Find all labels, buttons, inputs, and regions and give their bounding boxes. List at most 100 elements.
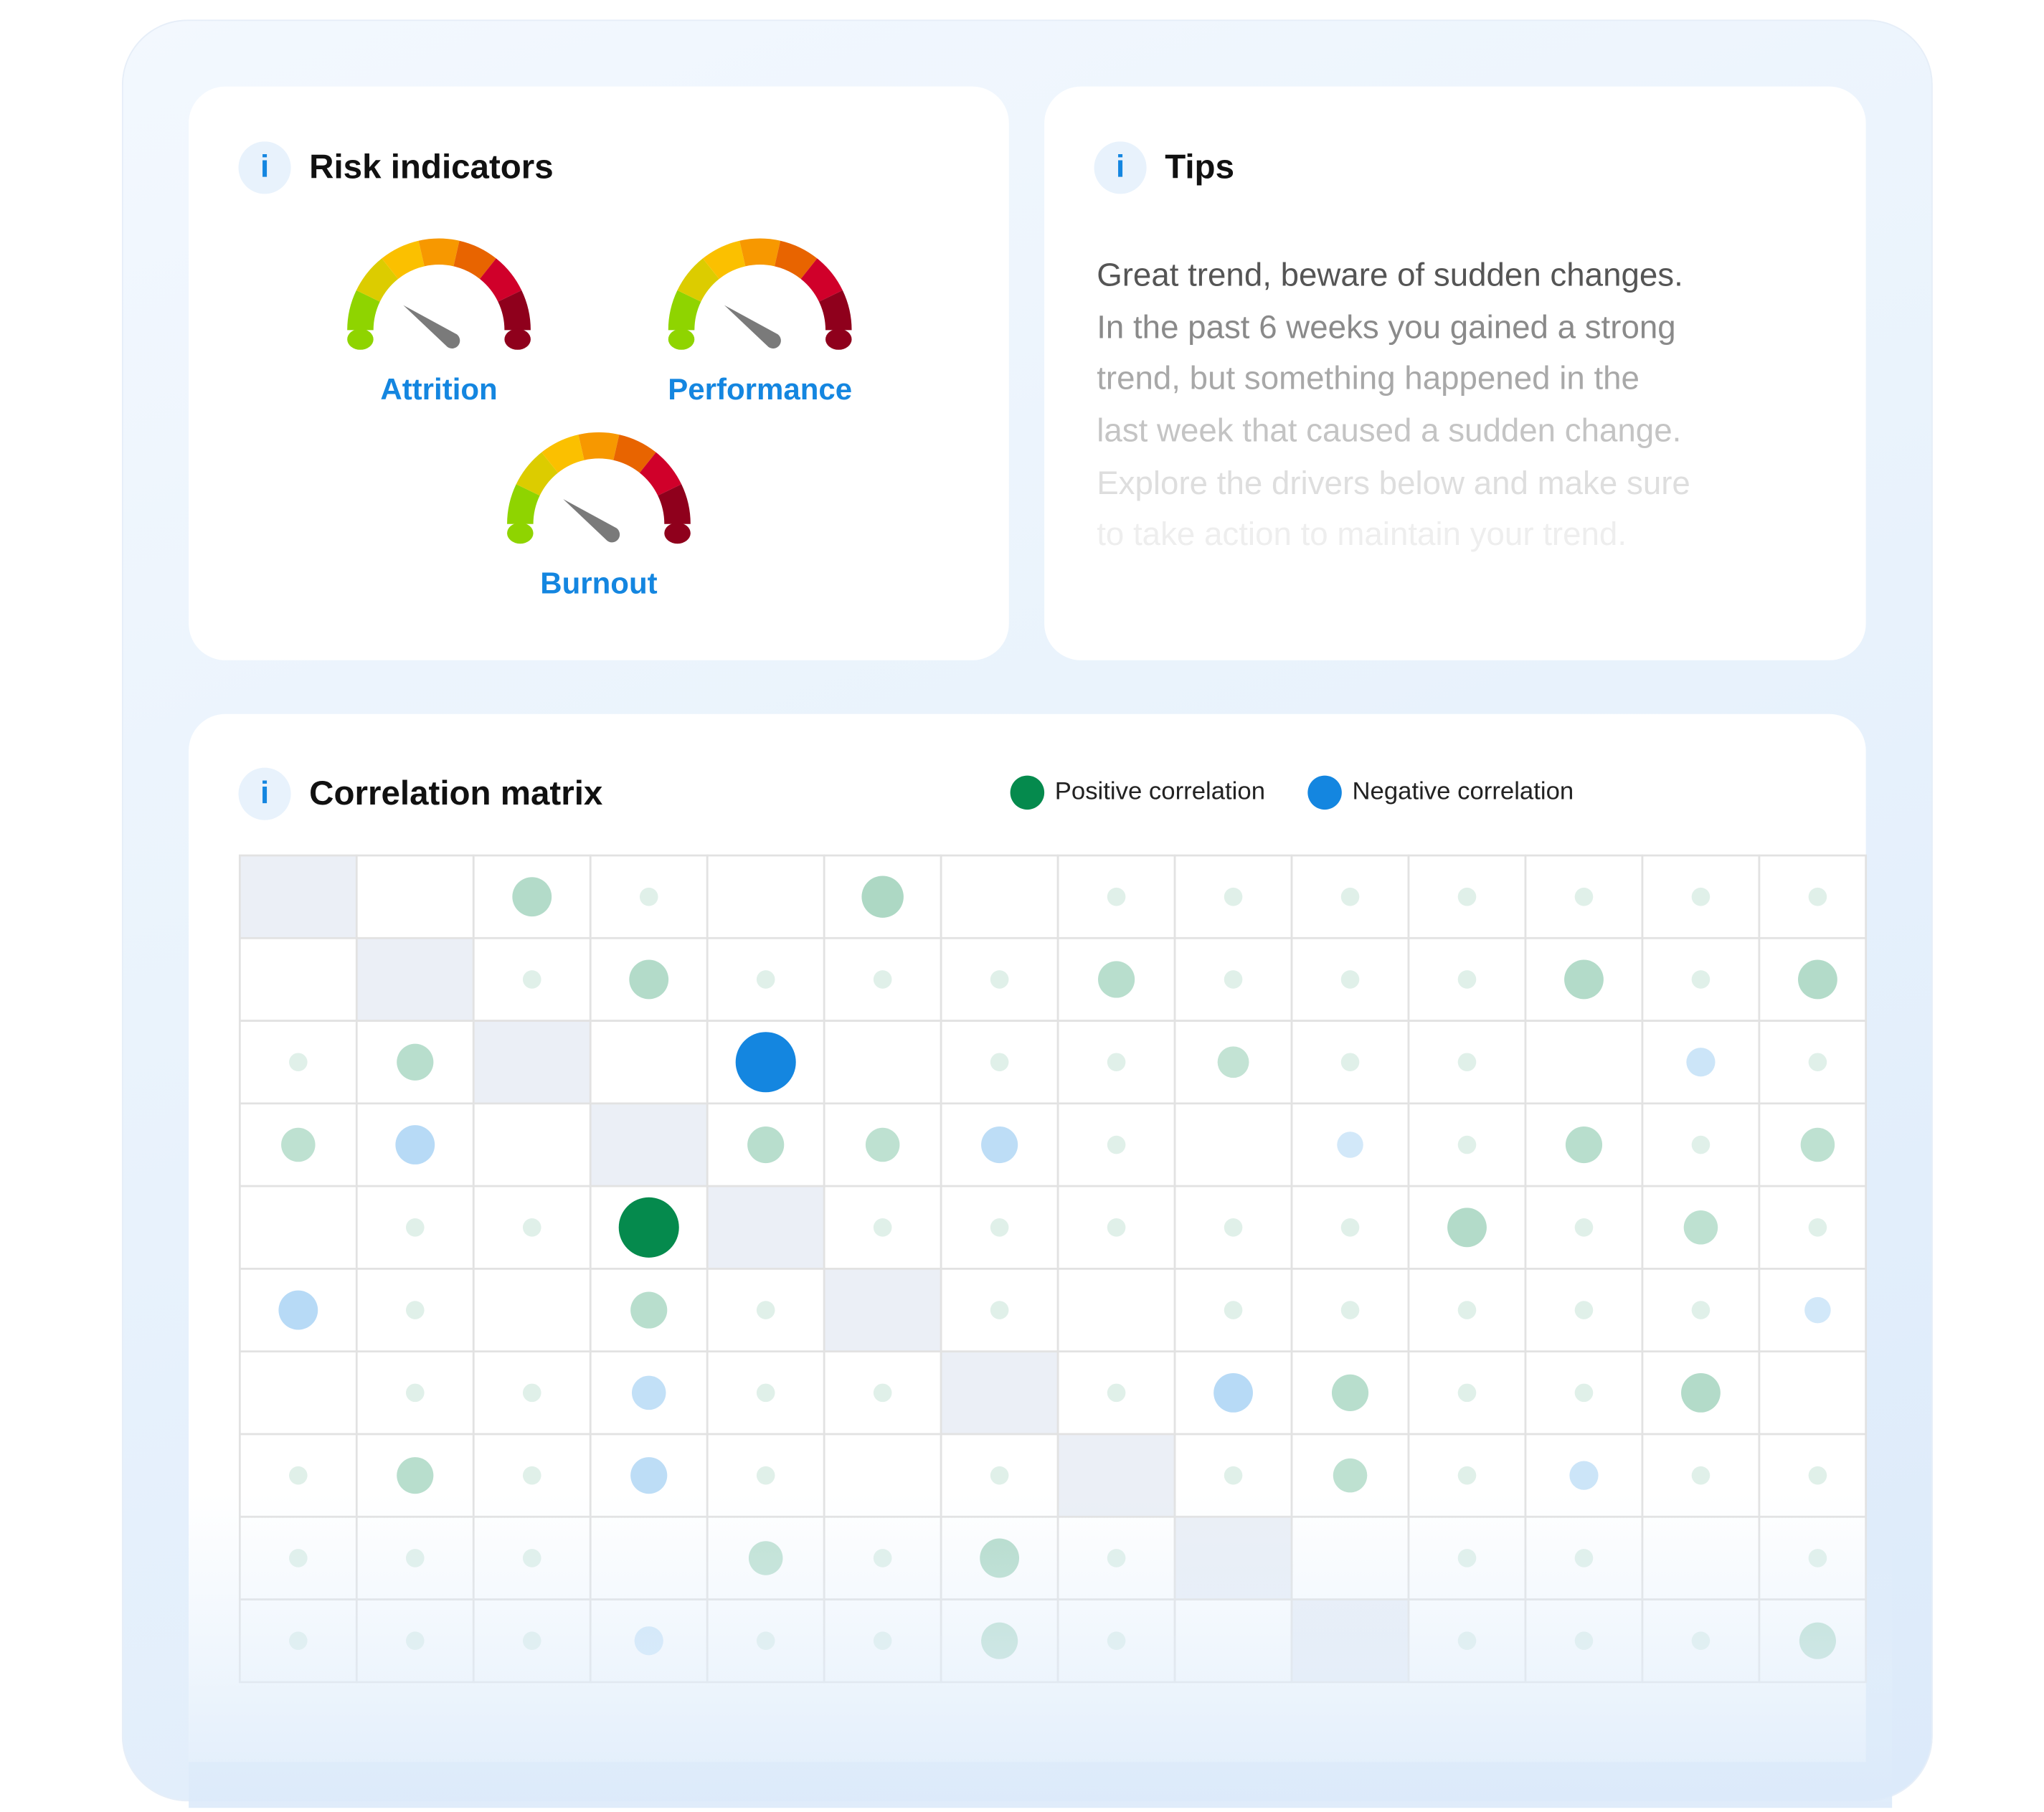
positive-correlation-dot[interactable] bbox=[873, 1218, 892, 1237]
positive-correlation-dot[interactable] bbox=[618, 1197, 679, 1258]
positive-correlation-dot[interactable] bbox=[1457, 1631, 1477, 1651]
positive-correlation-dot[interactable] bbox=[522, 1383, 541, 1403]
positive-correlation-dot[interactable] bbox=[990, 970, 1009, 989]
positive-correlation-dot[interactable] bbox=[522, 1466, 541, 1485]
positive-correlation-dot[interactable] bbox=[1457, 1301, 1477, 1319]
negative-correlation-dot[interactable] bbox=[278, 1290, 318, 1330]
positive-correlation-dot[interactable] bbox=[289, 1549, 308, 1567]
positive-correlation-dot[interactable] bbox=[990, 1218, 1009, 1237]
positive-correlation-dot[interactable] bbox=[1691, 970, 1711, 989]
positive-correlation-dot[interactable] bbox=[861, 876, 904, 918]
positive-correlation-dot[interactable] bbox=[1340, 1301, 1360, 1319]
positive-correlation-dot[interactable] bbox=[1224, 1466, 1243, 1485]
positive-correlation-dot[interactable] bbox=[1224, 887, 1243, 906]
positive-correlation-dot[interactable] bbox=[1808, 1218, 1827, 1237]
positive-correlation-dot[interactable] bbox=[512, 877, 552, 917]
positive-correlation-dot[interactable] bbox=[1808, 887, 1827, 906]
positive-correlation-dot[interactable] bbox=[1447, 1208, 1487, 1248]
positive-correlation-dot[interactable] bbox=[756, 1466, 775, 1485]
positive-correlation-dot[interactable] bbox=[1340, 1053, 1360, 1072]
positive-correlation-dot[interactable] bbox=[1457, 887, 1477, 906]
positive-correlation-dot[interactable] bbox=[1457, 1383, 1477, 1403]
positive-correlation-dot[interactable] bbox=[1217, 1046, 1249, 1078]
positive-correlation-dot[interactable] bbox=[1574, 1301, 1594, 1319]
positive-correlation-dot[interactable] bbox=[756, 1383, 775, 1403]
positive-correlation-dot[interactable] bbox=[629, 959, 669, 1000]
positive-correlation-dot[interactable] bbox=[1107, 1631, 1126, 1651]
negative-correlation-dot[interactable] bbox=[1337, 1132, 1363, 1158]
negative-correlation-dot[interactable] bbox=[1686, 1048, 1716, 1077]
positive-correlation-dot[interactable] bbox=[1457, 1549, 1477, 1567]
positive-correlation-dot[interactable] bbox=[1574, 887, 1594, 906]
positive-correlation-dot[interactable] bbox=[1691, 887, 1711, 906]
positive-correlation-dot[interactable] bbox=[1340, 887, 1360, 906]
info-icon[interactable]: i bbox=[238, 141, 291, 194]
positive-correlation-dot[interactable] bbox=[756, 970, 775, 989]
positive-correlation-dot[interactable] bbox=[1691, 1466, 1711, 1485]
positive-correlation-dot[interactable] bbox=[1340, 970, 1360, 989]
negative-correlation-dot[interactable] bbox=[634, 1626, 663, 1656]
positive-correlation-dot[interactable] bbox=[1107, 1053, 1126, 1072]
negative-correlation-dot[interactable] bbox=[630, 1457, 668, 1494]
positive-correlation-dot[interactable] bbox=[1107, 887, 1126, 906]
negative-correlation-dot[interactable] bbox=[1569, 1461, 1599, 1490]
negative-correlation-dot[interactable] bbox=[395, 1125, 435, 1164]
positive-correlation-dot[interactable] bbox=[1457, 1053, 1477, 1072]
positive-correlation-dot[interactable] bbox=[1798, 959, 1837, 1000]
positive-correlation-dot[interactable] bbox=[289, 1631, 308, 1651]
positive-correlation-dot[interactable] bbox=[406, 1631, 425, 1651]
positive-correlation-dot[interactable] bbox=[1098, 961, 1135, 998]
positive-correlation-dot[interactable] bbox=[1574, 1383, 1594, 1403]
positive-correlation-dot[interactable] bbox=[1457, 1466, 1477, 1485]
positive-correlation-dot[interactable] bbox=[289, 1466, 308, 1485]
positive-correlation-dot[interactable] bbox=[1691, 1135, 1711, 1154]
positive-correlation-dot[interactable] bbox=[1808, 1549, 1827, 1567]
positive-correlation-dot[interactable] bbox=[1224, 970, 1243, 989]
positive-correlation-dot[interactable] bbox=[1331, 1374, 1369, 1411]
positive-correlation-dot[interactable] bbox=[873, 1549, 892, 1567]
info-icon[interactable]: i bbox=[238, 767, 291, 820]
positive-correlation-dot[interactable] bbox=[1565, 1126, 1603, 1164]
positive-correlation-dot[interactable] bbox=[1340, 1218, 1360, 1237]
positive-correlation-dot[interactable] bbox=[1564, 959, 1604, 1000]
positive-correlation-dot[interactable] bbox=[873, 1383, 892, 1403]
positive-correlation-dot[interactable] bbox=[1574, 1631, 1594, 1651]
positive-correlation-dot[interactable] bbox=[1107, 1218, 1126, 1237]
positive-correlation-dot[interactable] bbox=[406, 1218, 425, 1237]
positive-correlation-dot[interactable] bbox=[1457, 970, 1477, 989]
positive-correlation-dot[interactable] bbox=[1574, 1549, 1594, 1567]
positive-correlation-dot[interactable] bbox=[639, 887, 658, 906]
positive-correlation-dot[interactable] bbox=[397, 1043, 434, 1081]
positive-correlation-dot[interactable] bbox=[406, 1549, 425, 1567]
positive-correlation-dot[interactable] bbox=[980, 1538, 1020, 1578]
positive-correlation-dot[interactable] bbox=[1224, 1301, 1243, 1319]
positive-correlation-dot[interactable] bbox=[1691, 1631, 1711, 1651]
positive-correlation-dot[interactable] bbox=[1224, 1218, 1243, 1237]
positive-correlation-dot[interactable] bbox=[1681, 1372, 1721, 1413]
positive-correlation-dot[interactable] bbox=[1107, 1549, 1126, 1567]
positive-correlation-dot[interactable] bbox=[397, 1457, 434, 1494]
negative-correlation-dot[interactable] bbox=[1213, 1372, 1253, 1413]
positive-correlation-dot[interactable] bbox=[747, 1126, 785, 1164]
negative-correlation-dot[interactable] bbox=[735, 1032, 796, 1093]
positive-correlation-dot[interactable] bbox=[1457, 1135, 1477, 1154]
negative-correlation-dot[interactable] bbox=[631, 1375, 666, 1410]
positive-correlation-dot[interactable] bbox=[981, 1622, 1018, 1659]
positive-correlation-dot[interactable] bbox=[281, 1127, 316, 1162]
negative-correlation-dot[interactable] bbox=[981, 1126, 1018, 1164]
positive-correlation-dot[interactable] bbox=[1799, 1622, 1836, 1659]
info-icon[interactable]: i bbox=[1094, 141, 1147, 194]
negative-correlation-dot[interactable] bbox=[1804, 1296, 1831, 1324]
positive-correlation-dot[interactable] bbox=[522, 1631, 541, 1651]
positive-correlation-dot[interactable] bbox=[1107, 1383, 1126, 1403]
positive-correlation-dot[interactable] bbox=[990, 1053, 1009, 1072]
positive-correlation-dot[interactable] bbox=[406, 1383, 425, 1403]
positive-correlation-dot[interactable] bbox=[1333, 1458, 1368, 1493]
positive-correlation-dot[interactable] bbox=[1574, 1218, 1594, 1237]
positive-correlation-dot[interactable] bbox=[522, 970, 541, 989]
positive-correlation-dot[interactable] bbox=[630, 1291, 668, 1329]
positive-correlation-dot[interactable] bbox=[1683, 1210, 1718, 1245]
positive-correlation-dot[interactable] bbox=[522, 1549, 541, 1567]
positive-correlation-dot[interactable] bbox=[756, 1301, 775, 1319]
positive-correlation-dot[interactable] bbox=[756, 1631, 775, 1651]
